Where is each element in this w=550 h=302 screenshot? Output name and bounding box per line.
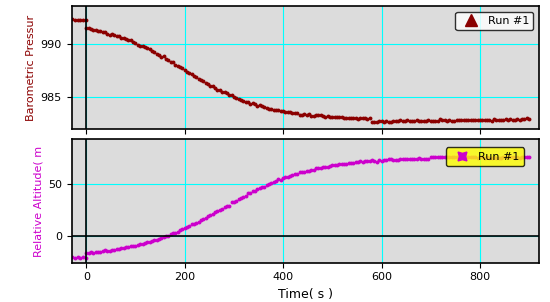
X-axis label: Time( s ): Time( s ) bbox=[278, 288, 333, 301]
Y-axis label: Barometric Pressur: Barometric Pressur bbox=[26, 15, 36, 121]
Legend: Run #1: Run #1 bbox=[446, 147, 524, 166]
Legend: Run #1: Run #1 bbox=[455, 11, 534, 31]
Y-axis label: Relative Altitude( m: Relative Altitude( m bbox=[34, 146, 43, 257]
